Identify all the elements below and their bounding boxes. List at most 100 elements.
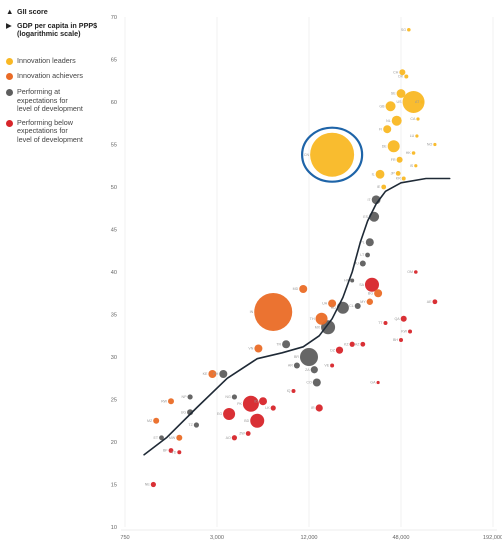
legend-item-gii-score: ▲ GII score (6, 7, 118, 17)
point-label: TZ (188, 423, 193, 427)
data-point (168, 448, 174, 453)
data-point (312, 378, 321, 387)
point-label: PH (213, 372, 218, 376)
data-point (387, 140, 400, 153)
point-label: CN (304, 153, 310, 157)
data-point (293, 362, 300, 369)
point-label: DZ (330, 348, 336, 352)
data-point (187, 394, 193, 400)
data-point (177, 450, 182, 455)
x-tick-label: 750 (120, 535, 129, 541)
point-label: IE (377, 185, 381, 189)
data-point (383, 125, 392, 134)
achievers-dot-icon (6, 73, 13, 81)
data-point (402, 91, 425, 113)
y-tick-label: 60 (111, 100, 117, 106)
data-point (354, 303, 361, 309)
data-point (420, 100, 424, 104)
point-label: HR (344, 279, 350, 283)
legend-label-gdp-line1: GDP per capita in PPP$ (17, 20, 98, 30)
data-point (299, 285, 308, 293)
triangle-icon: ▲ (6, 7, 14, 16)
data-point (364, 277, 379, 292)
point-label: PK (237, 402, 242, 406)
data-point (374, 289, 383, 298)
point-label: MY (360, 300, 366, 304)
point-label: RU (331, 306, 337, 310)
right-triangle-icon: ▶ (6, 20, 12, 30)
data-point (291, 389, 296, 393)
point-label: EG (217, 412, 222, 416)
point-label: DK (398, 75, 404, 79)
data-point (153, 417, 160, 424)
point-label: DE (382, 144, 388, 148)
legend-label-performing-line3: level of development (17, 104, 83, 114)
y-tick-label: 30 (111, 355, 117, 361)
y-axis-ticks: 10 15 20 25 30 35 40 45 50 55 60 65 70 (111, 15, 117, 531)
point-label: OM (407, 270, 413, 274)
data-point (433, 142, 437, 147)
trend-line (143, 177, 451, 456)
data-point (400, 315, 407, 322)
point-label: IN (250, 310, 254, 314)
point-label: CL (349, 304, 354, 308)
y-tick-label: 20 (111, 440, 117, 446)
data-point (411, 151, 416, 155)
legend-label-below-line2: expectations for (17, 126, 68, 136)
data-point (381, 184, 387, 190)
data-point (150, 481, 156, 488)
x-axis-ticks: 750 3,000 12,000 48,000 192,000 (120, 535, 502, 541)
legend-label-gdp: GDP per capita in PPP$ (logarithmic scal… (17, 20, 118, 39)
point-label: CH (393, 70, 399, 74)
point-label: ID (254, 399, 258, 403)
point-label: MX (315, 325, 321, 329)
point-label: AE (427, 300, 432, 304)
point-label: SG (401, 28, 406, 32)
data-point (396, 89, 406, 98)
point-label: VN (248, 347, 253, 351)
data-point (366, 298, 374, 305)
point-label: NO (427, 143, 433, 147)
x-tick-label: 12,000 (300, 535, 317, 541)
point-label: VE (324, 364, 329, 368)
point-label: AO (226, 436, 231, 440)
y-tick-label: 35 (111, 313, 117, 319)
point-label: NG (225, 395, 231, 399)
data-point (335, 346, 344, 354)
data-point (416, 117, 420, 121)
data-point (254, 292, 293, 331)
data-point (414, 164, 418, 168)
x-tick-label: 3,000 (210, 535, 224, 541)
y-tick-label: 45 (111, 228, 117, 234)
point-label: NP (181, 395, 187, 399)
point-label: MZ (147, 419, 153, 423)
below-dot-icon (6, 119, 13, 127)
legend-item-below: Performing below expectations for level … (6, 118, 118, 145)
legend: ▲ GII score ▶ GDP per capita in PPP$ (lo… (6, 7, 118, 150)
point-label: NE (145, 483, 151, 487)
legend-label-performing-line1: Performing at (17, 86, 61, 96)
y-tick-label: 40 (111, 270, 117, 276)
point-label: MD (293, 287, 299, 291)
data-point (310, 366, 318, 374)
legend-item-achievers: Innovation achievers (6, 72, 118, 83)
data-point (414, 270, 418, 274)
data-point (219, 370, 228, 378)
data-point (408, 329, 413, 334)
data-point (407, 27, 411, 32)
point-label: RW (161, 399, 168, 403)
point-label: BD (244, 419, 249, 423)
performing-dot-icon (6, 88, 13, 96)
data-point (360, 341, 366, 347)
legend-label-below-line3: level of development (17, 134, 83, 144)
point-label: JP (391, 172, 396, 176)
data-point (336, 301, 349, 314)
legend-label-performing: Performing at expectations for level of … (17, 86, 118, 114)
point-label: CA (410, 117, 416, 121)
legend-label-performing-line2: expectations for (17, 95, 68, 105)
point-label: UA (322, 302, 328, 306)
point-labels: CN IN US BR PK MX SA BD DE TH RU EG GB NL ES SE IL IT FI BG… (145, 28, 433, 487)
point-label: AR (288, 364, 293, 368)
point-label: SE (391, 92, 396, 96)
